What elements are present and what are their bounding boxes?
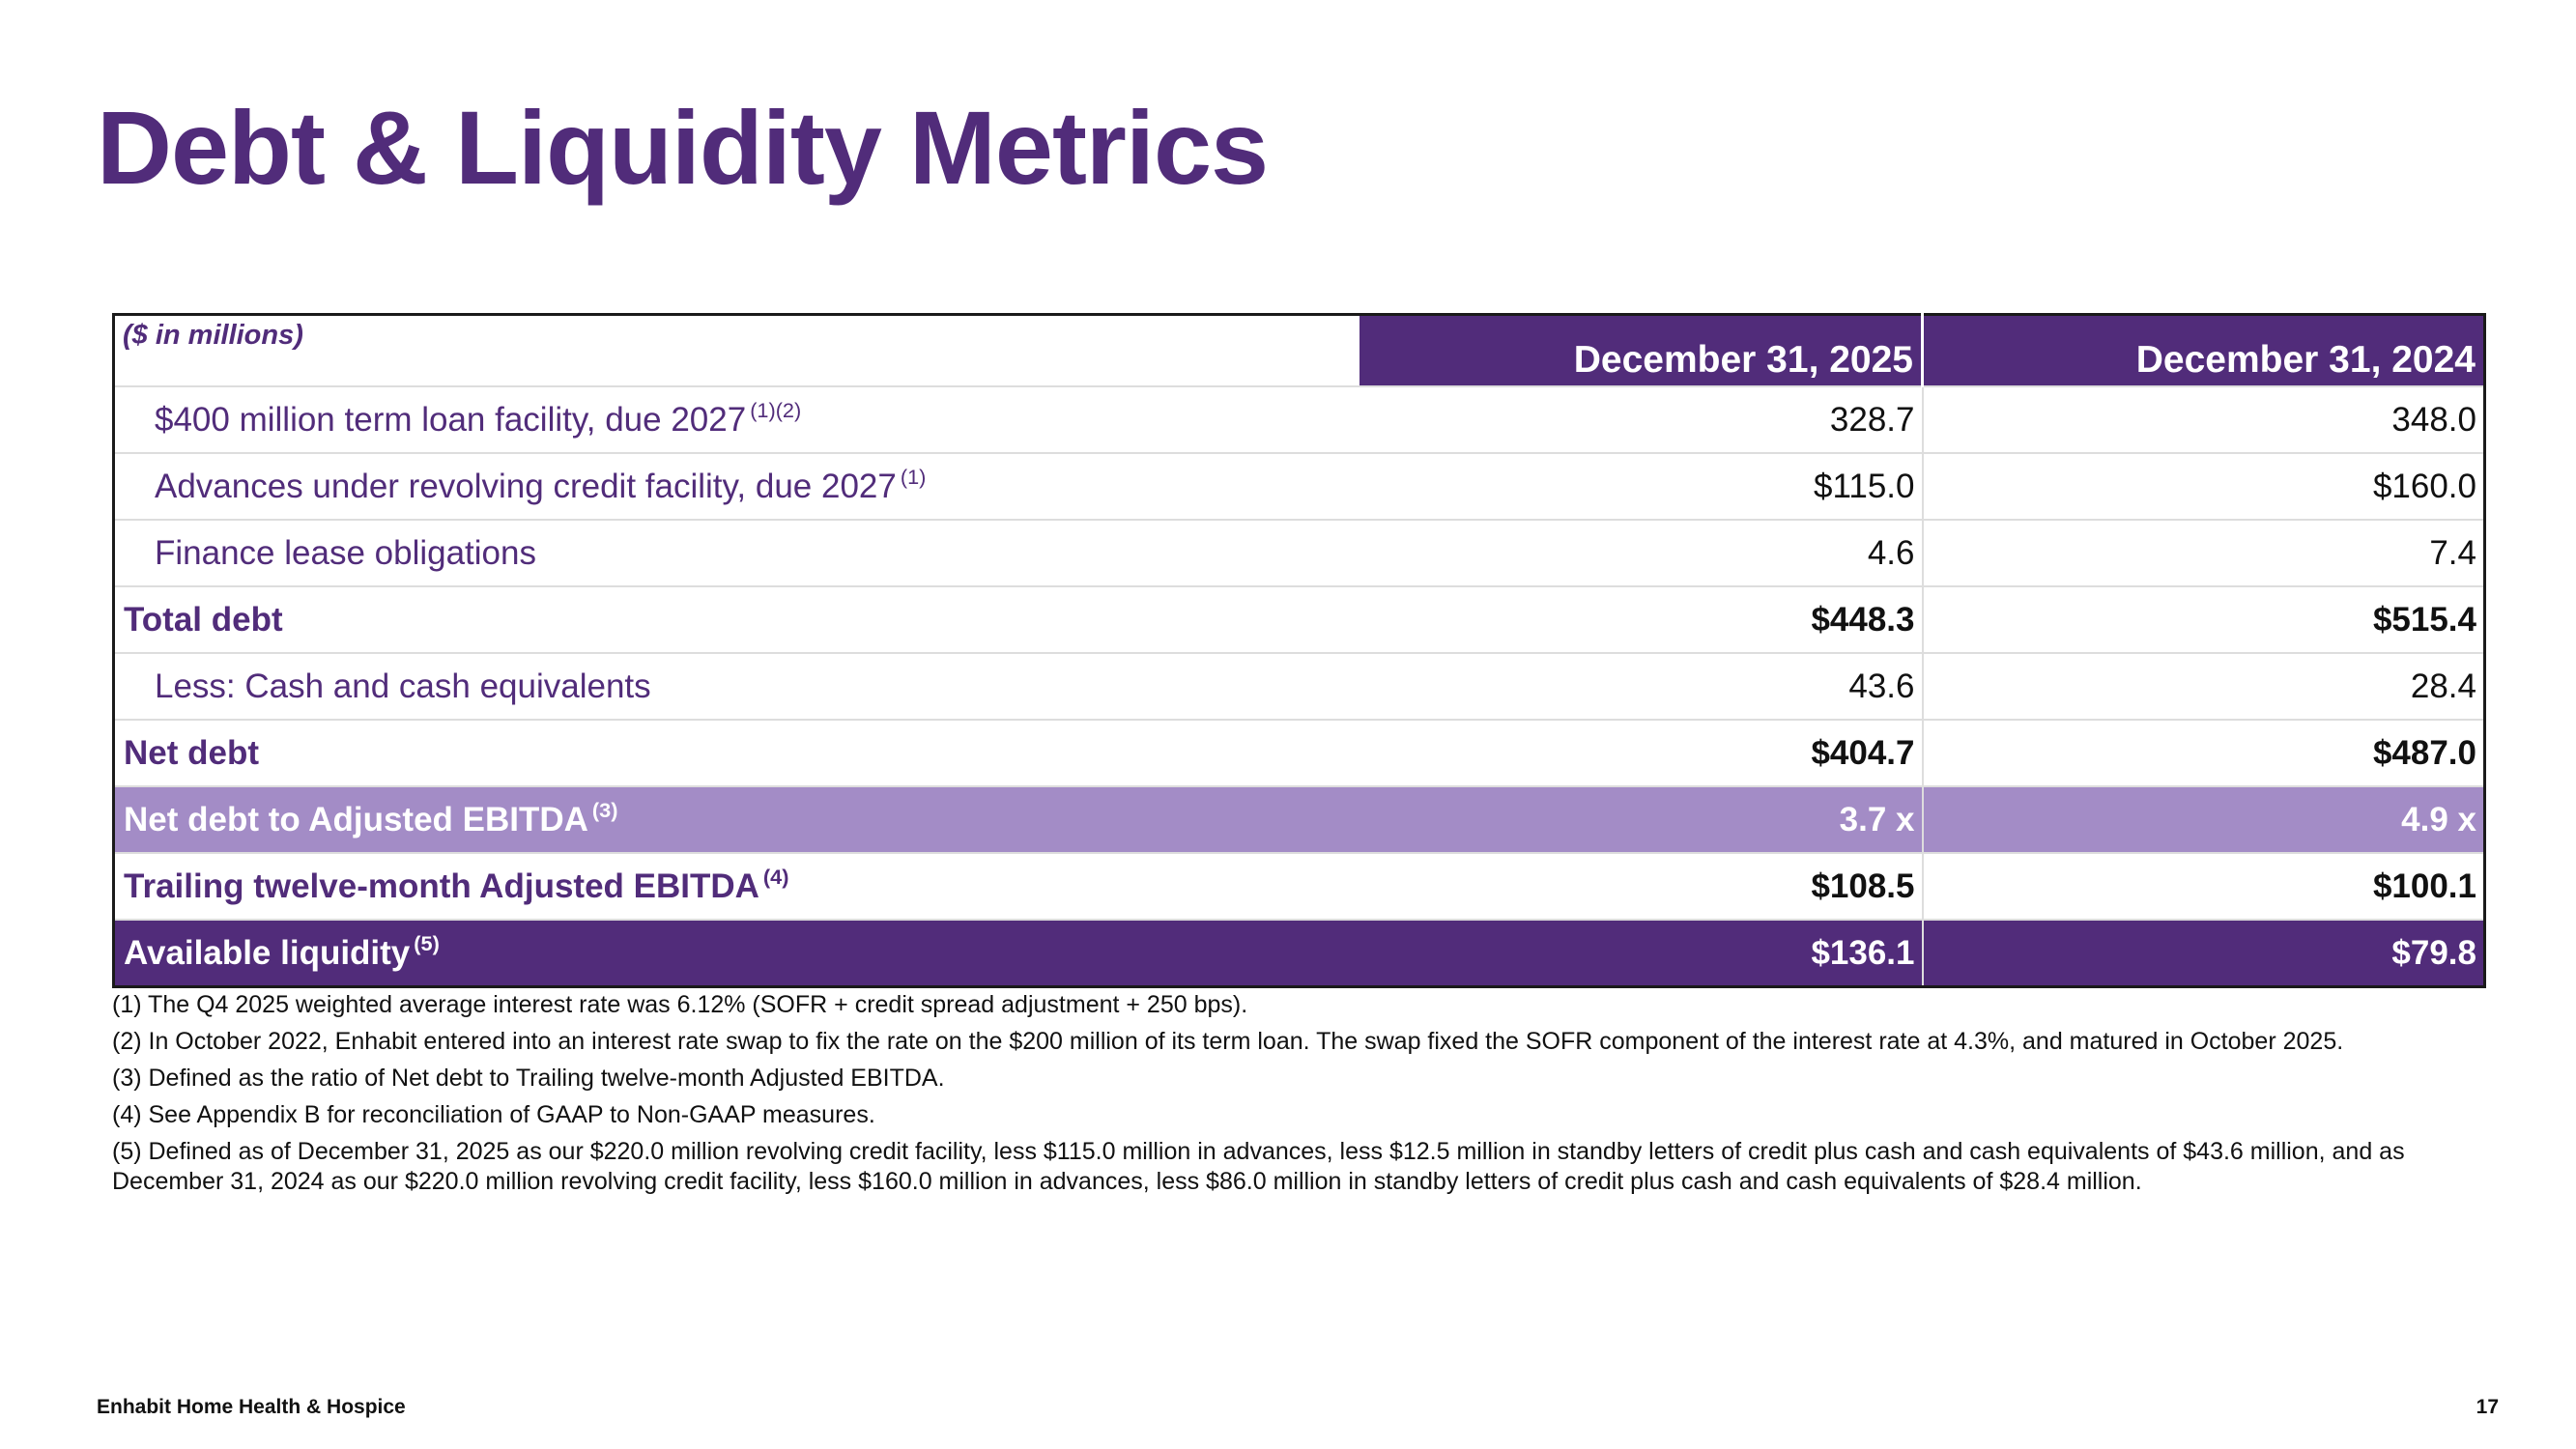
footnote-ref: (5) <box>414 931 440 956</box>
table-row: Trailing twelve-month Adjusted EBITDA (4)… <box>113 852 2485 920</box>
row-label-cell: Finance lease obligations <box>113 519 1360 586</box>
cell-value: 4.6 <box>1359 519 1924 586</box>
row-label: Total debt <box>124 600 283 639</box>
cell-value: $136.1 <box>1359 919 1924 987</box>
table-row: Available liquidity (5) $136.1 $79.8 <box>113 919 2485 987</box>
footnote: (3) Defined as the ratio of Net debt to … <box>112 1065 945 1092</box>
footnote-ref: (3) <box>591 798 618 823</box>
row-label-cell: Net debt to Adjusted EBITDA (3) <box>113 785 1360 853</box>
row-label-cell: Total debt <box>113 585 1360 653</box>
row-label-cell: Less: Cash and cash equivalents <box>113 652 1360 720</box>
row-label-cell: Net debt <box>113 719 1360 786</box>
cell-value: $404.7 <box>1359 719 1924 786</box>
cell-value: 328.7 <box>1359 385 1924 453</box>
table-row: $400 million term loan facility, due 202… <box>113 385 2485 453</box>
row-label: Advances under revolving credit facility… <box>155 467 897 505</box>
cell-value: 4.9 x <box>1922 785 2485 853</box>
cell-value: 3.7 x <box>1359 785 1924 853</box>
footnote-ref: (1)(2) <box>750 398 802 423</box>
table-row: Net debt $404.7 $487.0 <box>113 719 2485 786</box>
row-label: Trailing twelve-month Adjusted EBITDA <box>124 867 759 905</box>
cell-value: $487.0 <box>1922 719 2485 786</box>
header-row: ($ in millions) December 31, 2025 Decemb… <box>114 314 2485 386</box>
row-label: Net debt to Adjusted EBITDA <box>124 800 588 838</box>
row-label: Finance lease obligations <box>155 533 536 572</box>
table-row: Advances under revolving credit facility… <box>113 452 2485 520</box>
footnote-ref: (1) <box>900 465 927 490</box>
table-row: Net debt to Adjusted EBITDA (3) 3.7 x 4.9 x <box>113 785 2485 853</box>
row-label-cell: $400 million term loan facility, due 202… <box>113 385 1360 453</box>
cell-value: $115.0 <box>1359 452 1924 520</box>
table-row: Total debt $448.3 $515.4 <box>113 585 2485 653</box>
footnote: (4) See Appendix B for reconciliation of… <box>112 1101 875 1128</box>
footnotes: (1) The Q4 2025 weighted average interes… <box>112 983 2470 1197</box>
cell-value: $160.0 <box>1922 452 2485 520</box>
metrics-table: ($ in millions) December 31, 2025 Decemb… <box>112 313 2486 988</box>
table-row: Less: Cash and cash equivalents 43.6 28.4 <box>113 652 2485 720</box>
cell-value: $515.4 <box>1922 585 2485 653</box>
footnote: (2) In October 2022, Enhabit entered int… <box>112 1028 2344 1055</box>
cell-value: $108.5 <box>1359 852 1924 920</box>
row-label: $400 million term loan facility, due 202… <box>155 400 747 439</box>
row-label-cell: Trailing twelve-month Adjusted EBITDA (4) <box>113 852 1360 920</box>
footnote: (1) The Q4 2025 weighted average interes… <box>112 991 1248 1018</box>
column-header: December 31, 2025 <box>1359 314 1924 386</box>
cell-value: 348.0 <box>1922 385 2485 453</box>
cell-value: 28.4 <box>1922 652 2485 720</box>
cell-value: 43.6 <box>1359 652 1924 720</box>
page-number: 17 <box>2476 1396 2499 1418</box>
row-label: Net debt <box>124 733 259 772</box>
table-row: Finance lease obligations 4.6 7.4 <box>113 519 2485 586</box>
cell-value: 7.4 <box>1922 519 2485 586</box>
row-label-cell: Advances under revolving credit facility… <box>113 452 1360 520</box>
footer-company: Enhabit Home Health & Hospice <box>97 1396 406 1418</box>
row-label: Less: Cash and cash equivalents <box>155 667 651 705</box>
row-label: Available liquidity <box>124 933 411 972</box>
cell-value: $79.8 <box>1922 919 2485 987</box>
cell-value: $100.1 <box>1922 852 2485 920</box>
footnote: (5) Defined as of December 31, 2025 as o… <box>112 1138 2405 1195</box>
slide-title: Debt & Liquidity Metrics <box>97 89 1269 206</box>
column-header: December 31, 2024 <box>1922 314 2485 386</box>
row-label-cell: Available liquidity (5) <box>113 919 1360 987</box>
units-note: ($ in millions) <box>123 320 303 351</box>
cell-value: $448.3 <box>1359 585 1924 653</box>
footnote-ref: (4) <box>762 865 789 890</box>
